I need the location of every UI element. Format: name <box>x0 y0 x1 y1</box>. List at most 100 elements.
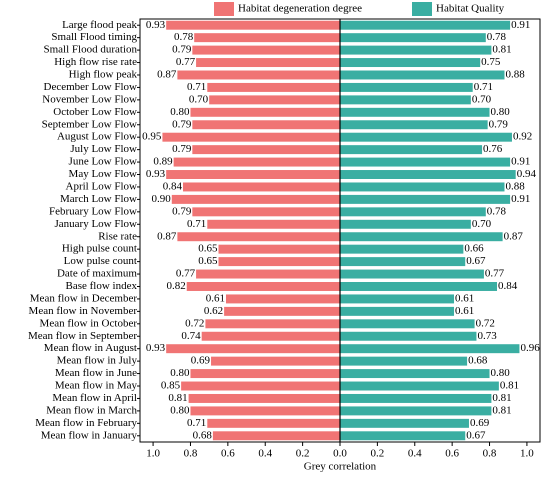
bar <box>177 70 340 80</box>
value-label: 0.87 <box>157 69 177 81</box>
value-label: 0.77 <box>485 268 505 280</box>
category-label: Small Flood duration <box>44 44 138 56</box>
value-label: 0.80 <box>170 106 190 118</box>
bar <box>340 170 516 179</box>
value-label: 0.81 <box>492 392 511 404</box>
bar <box>194 33 340 43</box>
category-label: November Low Flow <box>42 93 137 105</box>
bar <box>340 20 511 30</box>
value-label: 0.79 <box>172 118 192 130</box>
category-label: Large flood peak <box>62 19 137 31</box>
bar <box>340 182 505 192</box>
bar <box>166 344 340 354</box>
value-label: 0.84 <box>498 280 518 292</box>
value-label: 0.74 <box>181 330 201 342</box>
value-label: 0.80 <box>491 367 511 379</box>
bar <box>209 95 340 105</box>
bar <box>166 20 340 30</box>
value-label: 0.93 <box>146 168 166 180</box>
bar <box>188 393 340 403</box>
value-label: 0.77 <box>176 56 196 68</box>
bar <box>340 381 499 391</box>
value-label: 0.93 <box>146 19 166 31</box>
bar <box>340 120 488 130</box>
bar <box>340 319 475 329</box>
bar <box>340 45 492 55</box>
x-tick-label: 0.8 <box>483 448 497 460</box>
value-label: 0.81 <box>168 392 187 404</box>
bar <box>192 45 340 55</box>
x-tick-label: 1.0 <box>520 448 534 460</box>
value-label: 0.94 <box>517 168 537 180</box>
bar <box>207 418 340 428</box>
category-label: April Low Flow <box>66 180 138 192</box>
value-label: 0.91 <box>511 193 530 205</box>
bar <box>212 431 340 441</box>
bar <box>162 132 340 142</box>
bar <box>207 219 340 229</box>
value-label: 0.62 <box>204 305 223 317</box>
x-tick-label: 0.2 <box>296 448 310 460</box>
value-label: 0.93 <box>146 342 166 354</box>
bar <box>340 107 490 117</box>
bar <box>177 232 340 242</box>
value-label: 0.82 <box>166 280 185 292</box>
value-label: 0.76 <box>483 143 503 155</box>
bar <box>224 306 340 316</box>
value-label: 0.71 <box>187 218 206 230</box>
category-label: June Low Flow <box>69 156 138 168</box>
value-label: 0.65 <box>198 255 218 267</box>
bar <box>340 294 455 304</box>
value-label: 0.80 <box>170 367 190 379</box>
category-label: October Low Flow <box>53 106 137 118</box>
value-label: 0.69 <box>191 355 211 367</box>
value-label: 0.73 <box>477 330 497 342</box>
value-label: 0.67 <box>466 255 486 267</box>
x-axis-label: Grey correlation <box>304 461 377 473</box>
bar <box>340 369 490 379</box>
value-label: 0.85 <box>161 380 181 392</box>
bar <box>190 406 340 416</box>
value-label: 0.68 <box>193 429 213 441</box>
legend-label: Habitat degeneration degree <box>238 3 362 15</box>
value-label: 0.61 <box>206 292 225 304</box>
bar <box>192 207 340 217</box>
category-label: February Low Flow <box>49 205 137 217</box>
category-label: High pulse count <box>62 243 137 255</box>
value-label: 0.72 <box>185 317 204 329</box>
value-label: 0.71 <box>187 417 206 429</box>
bar <box>171 194 340 204</box>
value-label: 0.90 <box>152 193 172 205</box>
bar <box>340 331 477 341</box>
category-label: July Low Flow <box>70 143 137 155</box>
bar <box>340 282 498 291</box>
bar <box>190 369 340 379</box>
value-label: 0.70 <box>472 93 492 105</box>
category-label: Mean flow in September <box>28 330 137 342</box>
category-label: January Low Flow <box>55 218 138 230</box>
value-label: 0.88 <box>505 180 525 192</box>
bar <box>218 257 340 267</box>
value-label: 0.79 <box>172 44 192 56</box>
category-label: Mean flow in May <box>55 380 138 392</box>
bar <box>196 58 340 68</box>
bar <box>218 244 340 254</box>
value-label: 0.78 <box>174 31 194 43</box>
legend-label: Habitat Quality <box>436 3 505 15</box>
value-label: 0.81 <box>492 44 511 56</box>
bar <box>201 331 340 341</box>
value-label: 0.70 <box>472 218 492 230</box>
bar <box>340 232 503 242</box>
value-label: 0.81 <box>492 404 511 416</box>
bar <box>340 406 492 416</box>
value-label: 0.66 <box>464 243 484 255</box>
category-label: Low pulse count <box>64 255 137 267</box>
bar <box>340 431 466 441</box>
category-label: Mean flow in June <box>55 367 137 379</box>
category-label: Mean flow in August <box>44 342 137 354</box>
value-label: 0.95 <box>142 131 162 143</box>
bar <box>211 356 340 366</box>
bar <box>340 132 512 142</box>
value-label: 0.71 <box>187 81 206 93</box>
bar <box>192 145 340 155</box>
